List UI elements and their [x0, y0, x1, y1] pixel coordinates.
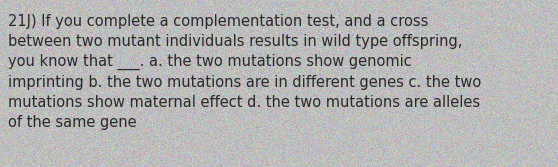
Text: 21J) If you complete a complementation test, and a cross
between two mutant indi: 21J) If you complete a complementation t… [8, 14, 481, 130]
